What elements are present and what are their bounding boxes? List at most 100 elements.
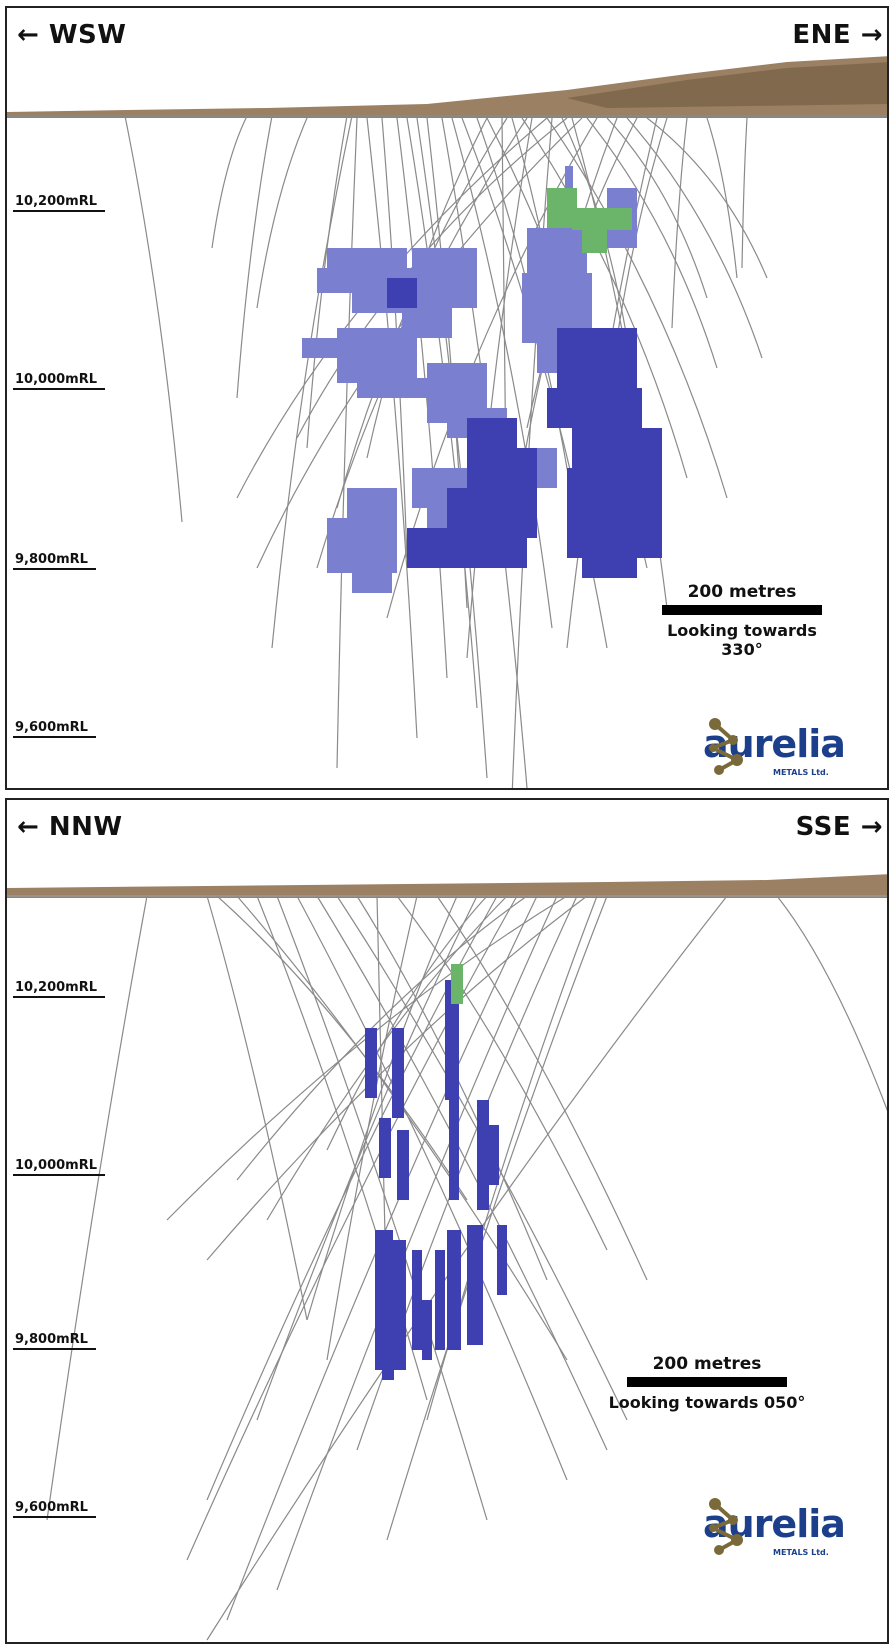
scale-bar-group: 200 metres Looking towards 330° xyxy=(647,582,837,659)
level-label-10000: 10,000mRL xyxy=(13,1158,106,1176)
orebody-lens xyxy=(447,1230,461,1350)
level-label-10200: 10,200mRL xyxy=(13,194,106,212)
section-canvas-1 xyxy=(7,56,887,788)
direction-label-left: ← WSW xyxy=(17,20,127,50)
drillhole-trace xyxy=(296,895,568,1481)
level-label-9600: 9,600mRL xyxy=(13,720,96,738)
drillhole-trace xyxy=(386,895,608,1541)
high-grade-zone xyxy=(572,208,632,230)
direction-label-left: ← NNW xyxy=(17,812,123,842)
drillhole-trace xyxy=(124,115,183,523)
dir-left-text: NNW xyxy=(48,812,123,842)
drillhole-trace xyxy=(776,895,887,1112)
drillhole-trace xyxy=(276,895,488,1521)
company-logo: aurelia METALS Ltd. xyxy=(703,716,883,786)
logo-subtitle: METALS Ltd. xyxy=(773,768,829,777)
drillhole-trace xyxy=(546,117,728,499)
level-label-10200: 10,200mRL xyxy=(13,980,106,998)
drillhole-trace xyxy=(671,117,688,329)
orebody-block xyxy=(357,378,432,398)
orebody-block xyxy=(352,568,392,593)
view-direction: Looking towards 330° xyxy=(667,621,817,659)
drillhole-trace xyxy=(316,895,608,1451)
drillhole-trace xyxy=(396,895,608,1251)
scale-bar xyxy=(627,1377,787,1387)
scale-bar-label: 200 metres xyxy=(687,582,797,602)
drillhole-trace xyxy=(626,117,763,359)
drillhole-trace xyxy=(276,895,558,1591)
orebody-block xyxy=(387,278,417,308)
level-label-9600: 9,600mRL xyxy=(13,1500,96,1518)
orebody-lens xyxy=(422,1300,432,1360)
drillhole-trace xyxy=(236,115,273,399)
scale-bar-group: 200 metres Looking towards 050° xyxy=(607,1354,807,1412)
drillhole-trace xyxy=(451,117,553,629)
level-label-9800: 9,800mRL xyxy=(13,1332,96,1350)
section-canvas-2 xyxy=(7,874,887,1641)
orebody-lens xyxy=(397,1130,409,1200)
orebody-lens xyxy=(382,1320,394,1380)
orebody-lens xyxy=(445,980,459,1100)
logo-mark-icon xyxy=(708,1498,743,1555)
orebody-block xyxy=(327,248,407,268)
orebody-lens xyxy=(392,1028,404,1118)
orebody-block xyxy=(412,248,477,308)
orebody-blocks xyxy=(302,166,662,593)
orebody-lens xyxy=(497,1225,507,1295)
drillhole-trace xyxy=(271,115,353,649)
dir-right-text: ENE xyxy=(792,20,852,50)
drillhole-trace xyxy=(211,115,248,249)
level-label-10000: 10,000mRL xyxy=(13,372,106,390)
high-grade-zone xyxy=(451,964,463,1004)
drillhole-trace xyxy=(326,895,488,1151)
drillhole-trace xyxy=(741,117,748,269)
drillhole-trace xyxy=(216,895,468,1201)
dir-left-text: WSW xyxy=(48,20,127,50)
drillhole-trace xyxy=(266,895,508,1221)
drillhole-trace xyxy=(436,895,648,1281)
orebody-lens xyxy=(379,1118,391,1178)
orebody-lens xyxy=(477,1100,489,1210)
logo-mark-icon xyxy=(708,718,743,775)
drillhole-trace xyxy=(586,117,718,369)
orebody-block xyxy=(565,166,573,188)
section-panel-1: ← WSW ENE → 10,200mRL 10,000mRL 9,800mRL… xyxy=(5,6,889,790)
dir-right-text: SSE xyxy=(795,812,852,842)
high-grade-zone xyxy=(582,228,607,253)
orebody-lens xyxy=(435,1250,445,1350)
drillhole-trace xyxy=(606,117,708,299)
orebody-lens xyxy=(392,1240,406,1370)
drillhole-trace xyxy=(236,895,528,1181)
section-panel-2: ← NNW SSE → 10,200mRL 10,000mRL 9,800mRL… xyxy=(5,798,889,1644)
terrain-surface xyxy=(7,874,887,898)
orebody-block xyxy=(582,548,637,578)
drillhole-trace xyxy=(326,895,418,1361)
drillhole-trace xyxy=(646,117,768,279)
scale-bar-label: 200 metres xyxy=(652,1354,762,1374)
orebody-block xyxy=(407,528,527,568)
drillhole-trace xyxy=(466,117,533,659)
drillhole-trace xyxy=(706,117,738,279)
orebody-lens xyxy=(365,1028,377,1098)
orebody-block xyxy=(567,468,662,558)
orebody-block xyxy=(327,518,397,573)
direction-label-right: SSE → xyxy=(795,812,883,842)
company-logo: aurelia METALS Ltd. xyxy=(703,1496,883,1566)
direction-label-right: ENE → xyxy=(792,20,883,50)
drillhole-trace xyxy=(366,117,418,739)
orebody-lens xyxy=(449,1100,459,1200)
orebody-lens xyxy=(467,1225,483,1345)
orebody-block xyxy=(337,328,417,383)
drillhole-trace xyxy=(306,895,458,1321)
logo-subtitle: METALS Ltd. xyxy=(773,1548,829,1557)
drillhole-trace xyxy=(336,117,358,769)
terrain-detail xyxy=(567,62,887,108)
orebody-lens xyxy=(412,1250,422,1350)
orebody-block xyxy=(467,418,517,448)
level-label-9800: 9,800mRL xyxy=(13,552,96,570)
scale-bar xyxy=(662,605,822,615)
orebody-lenses xyxy=(365,964,507,1380)
drillholes xyxy=(124,115,768,788)
orebody-block xyxy=(547,388,642,428)
orebody-block xyxy=(527,228,587,278)
